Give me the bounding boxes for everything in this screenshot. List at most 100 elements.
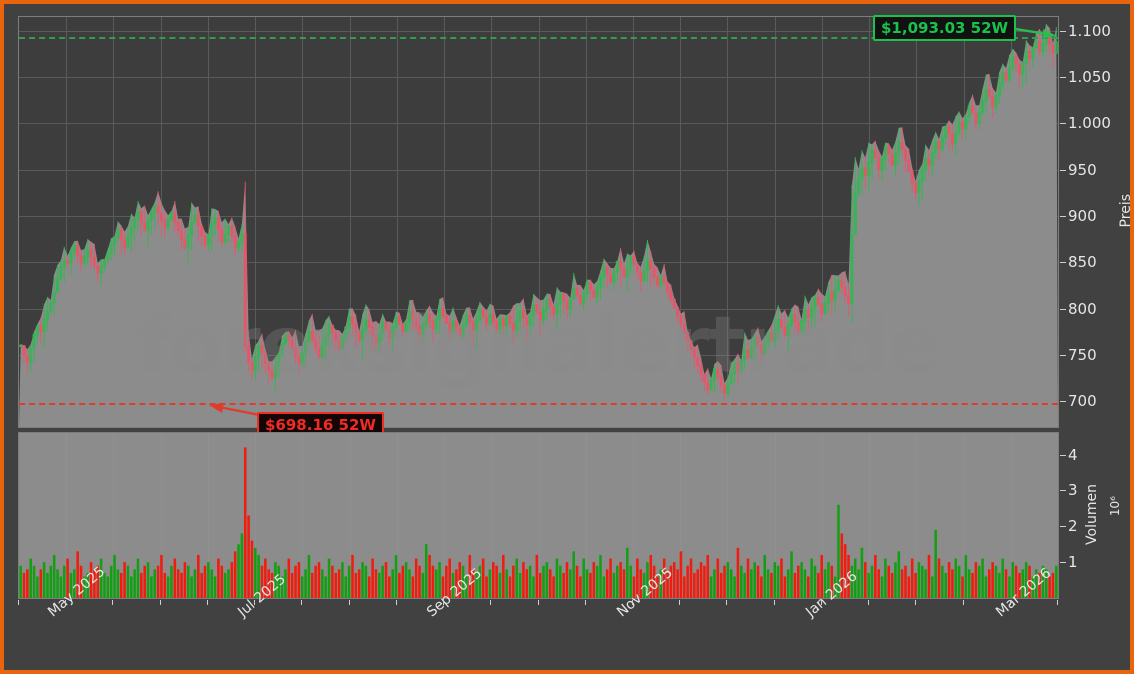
volume-bar xyxy=(36,576,39,598)
volume-bar xyxy=(525,569,529,598)
volume-bar xyxy=(649,554,653,598)
volume-bar xyxy=(321,569,324,598)
volume-bar xyxy=(800,562,803,598)
volume-bar xyxy=(974,562,978,598)
volume-gridline-v xyxy=(585,433,587,598)
volume-bar xyxy=(481,558,485,598)
x-axis-tick-mark xyxy=(1009,600,1011,605)
volume-bar xyxy=(991,562,994,598)
volume-bar xyxy=(867,572,870,598)
volume-bar xyxy=(917,562,921,598)
volume-bar xyxy=(455,569,458,598)
volume-bar xyxy=(790,551,793,598)
volume-bar xyxy=(284,569,287,598)
volume-bar xyxy=(823,569,827,598)
price-axis-tick-mark xyxy=(1060,215,1066,217)
volume-bar xyxy=(264,558,267,598)
volume-bar xyxy=(73,569,76,598)
volume-bar xyxy=(833,576,837,598)
volume-axis-tick-mark xyxy=(1060,490,1066,492)
volume-bar xyxy=(984,576,988,598)
volume-bar xyxy=(706,554,710,598)
volume-bar xyxy=(143,565,146,598)
volume-bar xyxy=(468,554,472,598)
volume-bar xyxy=(1051,572,1055,598)
volume-bar xyxy=(388,576,391,598)
volume-bar xyxy=(223,572,227,598)
volume-bar xyxy=(79,565,83,598)
volume-gridline-v xyxy=(207,433,209,598)
volume-bar xyxy=(562,572,565,598)
volume-bar xyxy=(314,565,317,598)
price-axis-tick-label: 1.050 xyxy=(1068,68,1111,87)
volume-bar xyxy=(931,576,934,598)
volume-axis-tick-label: 1 xyxy=(1068,553,1078,572)
volume-bar xyxy=(783,576,787,598)
volume-bar xyxy=(937,558,941,598)
volume-gridline-v xyxy=(160,433,162,598)
volume-bar xyxy=(910,558,914,598)
volume-bar xyxy=(1011,562,1015,598)
price-panel: forexsignalertrade xyxy=(18,16,1059,428)
volume-bar xyxy=(371,558,374,598)
volume-gridline-v xyxy=(821,433,823,598)
volume-bar xyxy=(994,565,998,598)
volume-bar xyxy=(140,572,143,598)
volume-bar xyxy=(642,572,646,598)
volume-bar xyxy=(153,569,157,598)
x-axis-tick-mark xyxy=(112,600,114,605)
high-52w-line xyxy=(19,37,1058,40)
price-gridline-v xyxy=(821,17,823,427)
volume-bar xyxy=(780,558,783,598)
volume-bar xyxy=(575,565,579,598)
volume-bar xyxy=(62,565,66,598)
volume-bar xyxy=(719,572,723,598)
price-axis-tick-mark xyxy=(1060,354,1066,356)
volume-bar xyxy=(609,558,612,598)
volume-bar xyxy=(763,554,767,598)
price-axis-title: Preis xyxy=(1118,194,1134,228)
volume-axis-tick-label: 3 xyxy=(1068,481,1078,500)
x-axis-tick-mark xyxy=(1057,600,1058,605)
volume-bar xyxy=(274,562,277,598)
volume-bar xyxy=(927,554,931,598)
volume-bar xyxy=(240,533,244,598)
volume-bar xyxy=(753,562,756,598)
volume-bar xyxy=(733,576,736,598)
volume-bar xyxy=(659,569,663,598)
volume-bar xyxy=(723,565,726,598)
volume-bar xyxy=(220,565,224,598)
volume-bar xyxy=(381,565,384,598)
volume-bar xyxy=(126,565,130,598)
volume-bar xyxy=(977,565,981,598)
volume-gridline-v xyxy=(916,433,918,598)
volume-bar xyxy=(86,572,89,598)
price-gridline-v xyxy=(680,17,682,427)
volume-bar xyxy=(565,562,569,598)
price-gridline-v xyxy=(585,17,587,427)
volume-bar xyxy=(810,558,813,598)
volume-axis-tick-mark xyxy=(1060,454,1066,456)
volume-bar xyxy=(176,569,180,598)
volume-bar xyxy=(760,576,763,598)
volume-bar xyxy=(864,562,867,598)
volume-bar xyxy=(1024,562,1028,598)
x-axis-tick-mark xyxy=(537,600,539,605)
volume-bar xyxy=(716,558,720,598)
volume-bar xyxy=(411,576,415,598)
volume-bar xyxy=(280,576,284,598)
volume-bar xyxy=(76,551,79,598)
volume-bar xyxy=(103,572,106,598)
volume-bar xyxy=(89,562,93,598)
volume-bar xyxy=(130,576,133,598)
volume-bar xyxy=(502,554,505,598)
volume-bar xyxy=(488,569,492,598)
volume-bar xyxy=(93,569,96,598)
volume-bar xyxy=(847,554,850,598)
x-axis-tick-mark xyxy=(18,600,19,605)
volume-bar xyxy=(227,569,230,598)
volume-bar xyxy=(954,558,958,598)
price-axis-tick-label: 1.100 xyxy=(1068,21,1111,40)
volume-bar xyxy=(334,572,338,598)
price-axis-tick-mark xyxy=(1060,123,1066,125)
